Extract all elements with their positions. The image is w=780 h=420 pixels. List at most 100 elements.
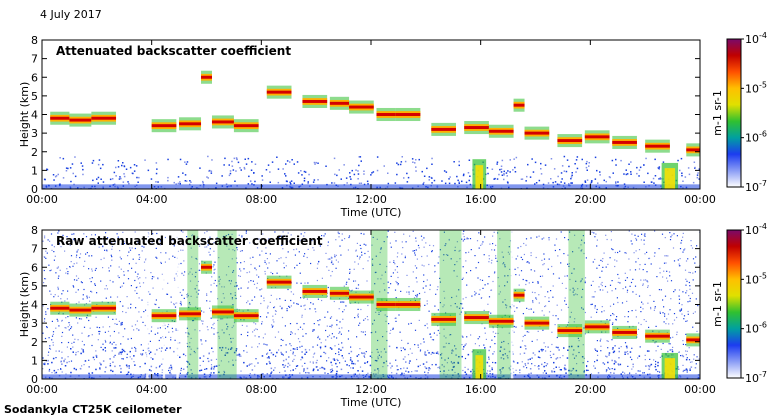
noise-speck xyxy=(583,242,585,244)
noise-speck xyxy=(390,275,392,277)
noise-speck xyxy=(533,270,536,272)
noise-speck xyxy=(580,250,582,252)
noise-speck xyxy=(398,314,400,316)
noise-speck xyxy=(448,178,450,180)
noise-speck xyxy=(51,339,53,341)
noise-speck xyxy=(353,373,355,375)
noise-speck xyxy=(186,373,188,375)
noise-speck xyxy=(319,319,321,321)
noise-speck xyxy=(88,335,90,337)
noise-speck xyxy=(231,297,233,299)
noise-speck xyxy=(180,230,182,232)
noise-speck xyxy=(359,376,361,378)
noise-speck xyxy=(300,359,302,361)
noise-speck xyxy=(223,297,225,299)
noise-speck xyxy=(469,175,471,177)
noise-speck xyxy=(205,368,208,370)
noise-speck xyxy=(341,233,343,235)
noise-speck xyxy=(339,362,341,364)
noise-speck xyxy=(541,363,543,366)
noise-speck xyxy=(431,157,433,160)
noise-speck xyxy=(595,233,597,235)
noise-speck xyxy=(186,296,188,298)
noise-speck xyxy=(69,266,71,268)
noise-speck xyxy=(504,264,506,266)
precip-core xyxy=(664,358,676,379)
noise-speck xyxy=(585,257,587,259)
noise-speck xyxy=(67,316,69,318)
noise-speck xyxy=(488,255,490,257)
noise-speck xyxy=(584,277,587,279)
noise-speck xyxy=(357,313,359,315)
cloud-core xyxy=(376,113,396,116)
noise-speck xyxy=(411,158,414,160)
noise-speck xyxy=(161,377,163,379)
noise-speck xyxy=(100,280,102,282)
noise-speck xyxy=(76,251,78,253)
noise-speck xyxy=(289,374,291,376)
noise-speck xyxy=(170,373,172,375)
noise-speck xyxy=(96,178,98,180)
noise-speck xyxy=(508,367,511,369)
noise-speck xyxy=(102,360,105,362)
noise-speck xyxy=(585,166,588,169)
noise-speck xyxy=(648,368,650,370)
noise-speck xyxy=(559,357,561,359)
noise-speck xyxy=(435,352,438,354)
noise-band xyxy=(497,230,511,379)
noise-speck xyxy=(269,362,271,365)
cloud-core xyxy=(266,90,292,94)
noise-speck xyxy=(60,368,62,370)
noise-speck xyxy=(130,303,132,305)
noise-speck xyxy=(649,373,651,375)
noise-speck xyxy=(123,165,126,168)
noise-speck xyxy=(418,292,421,295)
panel-title: Attenuated backscatter coefficient xyxy=(56,44,291,58)
noise-speck xyxy=(219,283,221,285)
noise-speck xyxy=(483,344,485,346)
noise-speck xyxy=(638,295,641,297)
noise-speck xyxy=(584,311,586,314)
noise-speck xyxy=(203,238,205,240)
y-tick-label: 5 xyxy=(31,90,38,103)
noise-speck xyxy=(375,373,377,375)
noise-speck xyxy=(404,255,406,257)
noise-speck xyxy=(551,265,553,268)
noise-speck xyxy=(633,252,635,254)
noise-speck xyxy=(676,235,678,237)
noise-speck xyxy=(77,289,79,291)
noise-speck xyxy=(357,173,360,175)
noise-speck xyxy=(611,159,614,162)
noise-speck xyxy=(55,327,57,329)
noise-speck xyxy=(430,353,432,355)
noise-speck xyxy=(84,360,87,362)
noise-speck xyxy=(539,357,541,359)
noise-speck xyxy=(246,365,248,367)
noise-speck xyxy=(418,158,420,161)
cloud-core xyxy=(584,325,610,329)
cloud-core xyxy=(329,291,350,295)
noise-speck xyxy=(184,161,186,163)
noise-speck xyxy=(209,373,211,376)
x-tick-label: 12:00 xyxy=(355,193,387,206)
noise-speck xyxy=(586,179,589,181)
cloud-core xyxy=(151,124,177,128)
noise-speck xyxy=(386,331,388,333)
noise-speck xyxy=(380,310,382,312)
noise-speck xyxy=(503,358,505,360)
noise-speck xyxy=(543,237,545,239)
noise-speck xyxy=(143,261,146,263)
noise-speck xyxy=(139,282,141,284)
noise-speck xyxy=(685,369,687,371)
noise-speck xyxy=(125,364,128,366)
noise-speck xyxy=(174,306,177,308)
noise-speck xyxy=(134,346,136,349)
cloud-core xyxy=(612,140,637,144)
noise-speck xyxy=(458,307,461,309)
noise-speck xyxy=(606,319,608,321)
noise-speck xyxy=(687,258,689,260)
noise-speck xyxy=(52,333,54,335)
noise-speck xyxy=(377,356,379,358)
noise-speck xyxy=(218,276,220,278)
noise-speck xyxy=(290,333,292,335)
